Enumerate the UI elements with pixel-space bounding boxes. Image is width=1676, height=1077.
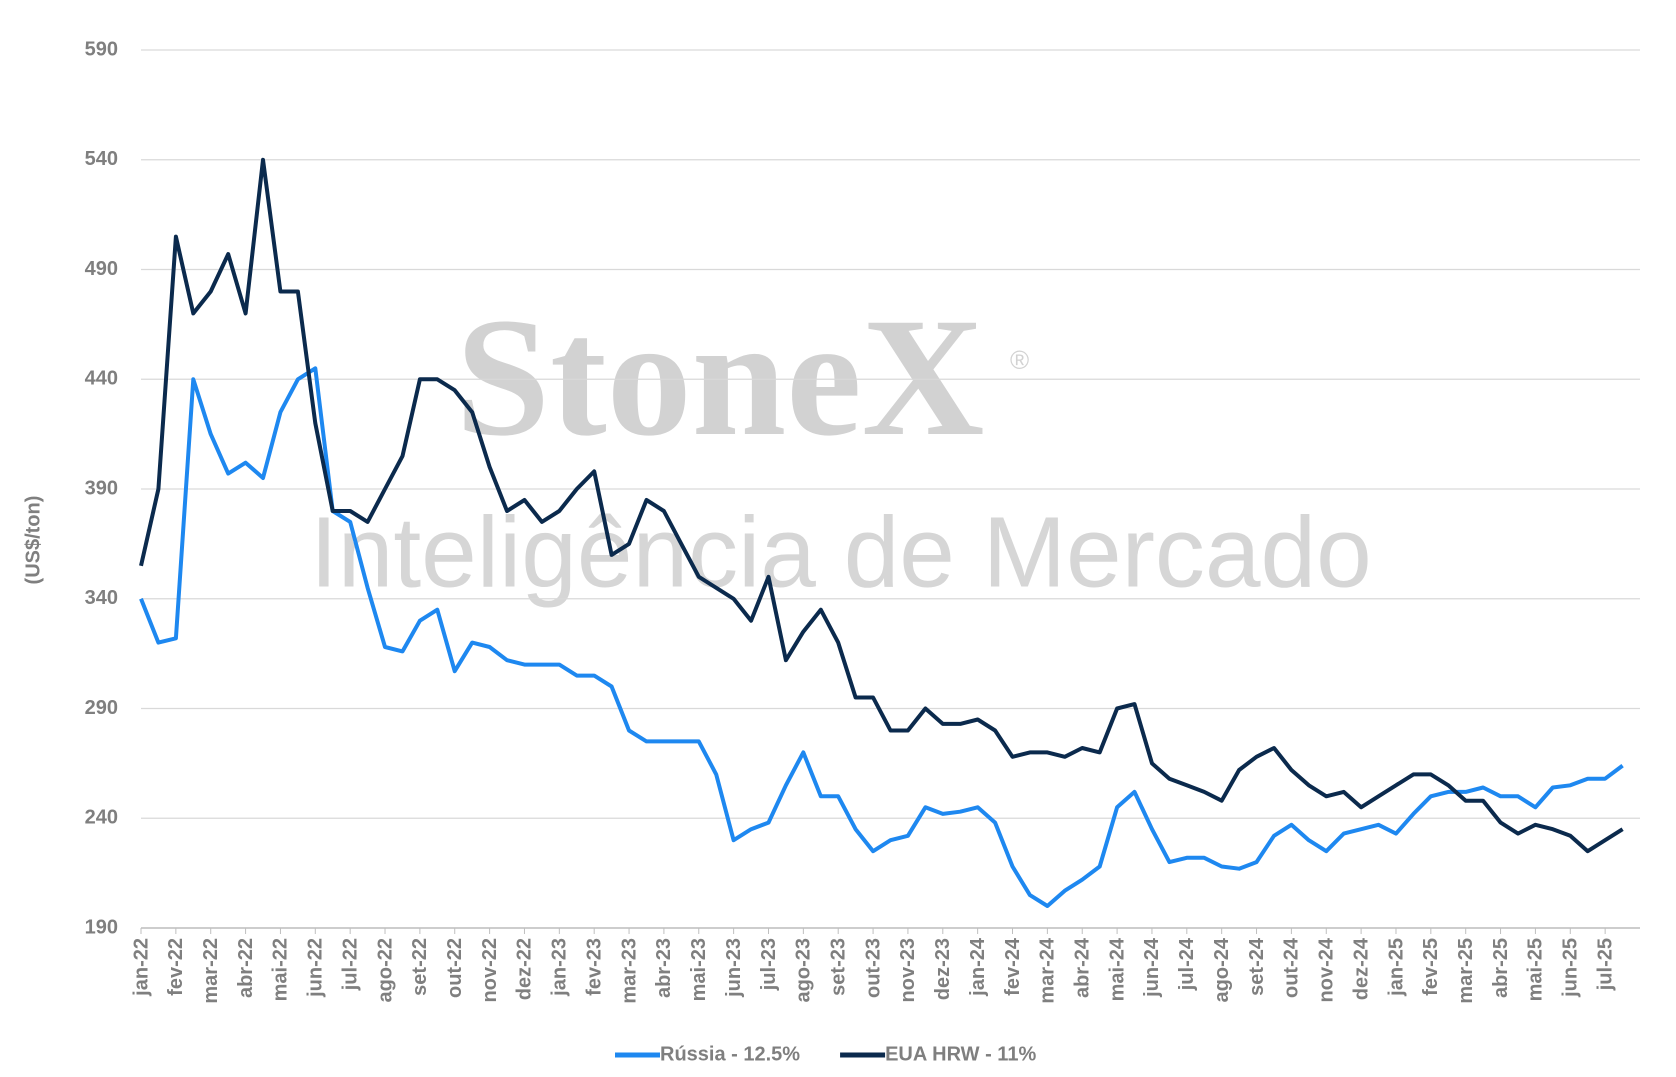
y-tick-label: 540	[85, 148, 118, 170]
x-tick-label: ago-22	[374, 938, 396, 1002]
y-tick-label: 440	[85, 368, 118, 390]
x-tick-label: mai-24	[1106, 937, 1128, 1001]
x-tick-label: jun-23	[723, 938, 745, 998]
x-tick-label: nov-22	[479, 938, 501, 1002]
x-tick-label: abr-23	[653, 938, 675, 998]
x-tick-label: set-24	[1246, 937, 1268, 996]
x-tick-label: set-22	[409, 938, 431, 996]
legend-label: Rússia - 12.5%	[660, 1043, 800, 1065]
x-tick-label: jul-25	[1594, 938, 1616, 991]
x-tick-label: mar-24	[1037, 937, 1059, 1003]
series-line	[139, 366, 1624, 908]
watermark-mark: ®	[1010, 345, 1029, 375]
x-tick-label: mai-22	[270, 938, 292, 1001]
y-tick-label: 390	[85, 477, 118, 499]
y-tick-label: 490	[85, 258, 118, 280]
x-tick-label: mar-25	[1455, 938, 1477, 1004]
x-tick-label: dez-22	[514, 938, 536, 1000]
x-tick-label: out-22	[444, 938, 466, 998]
x-tick-label: fev-24	[1002, 937, 1024, 996]
x-tick-label: jul-24	[1176, 937, 1198, 991]
x-tick-label: fev-22	[165, 938, 187, 996]
x-tick-label: jan-23	[549, 938, 571, 997]
x-tick-label: jan-25	[1385, 938, 1407, 997]
x-tick-label: jul-23	[758, 938, 780, 991]
x-tick-label: ago-23	[793, 938, 815, 1002]
x-tick-label: jun-24	[1141, 937, 1163, 998]
x-tick-label: jan-24	[967, 937, 989, 997]
x-tick-label: fev-23	[583, 938, 605, 996]
legend-label: EUA HRW - 11%	[885, 1043, 1036, 1065]
y-tick-label: 290	[85, 697, 118, 719]
x-tick-label: jul-22	[339, 938, 361, 991]
watermark-brand: StoneX	[456, 283, 985, 471]
y-tick-label: 240	[85, 807, 118, 829]
x-tick-label: mar-23	[618, 938, 640, 1004]
x-tick-label: dez-23	[932, 938, 954, 1000]
watermark-tagline: Inteligência de Mercado	[310, 496, 1372, 608]
x-tick-label: out-23	[862, 938, 884, 998]
x-tick-label: dez-24	[1350, 937, 1372, 1000]
x-tick-label: set-23	[827, 938, 849, 996]
x-tick-label: jan-22	[130, 938, 152, 997]
x-tick-label: abr-22	[235, 938, 257, 998]
x-tick-label: mar-22	[200, 938, 222, 1004]
x-tick-label: abr-25	[1490, 938, 1512, 998]
y-tick-label: 340	[85, 587, 118, 609]
x-tick-label: out-24	[1281, 937, 1303, 998]
x-tick-label: jun-22	[305, 938, 327, 998]
y-axis-label: (US$/ton)	[22, 496, 44, 585]
x-tick-label: ago-24	[1211, 937, 1233, 1002]
x-tick-label: mai-25	[1525, 938, 1547, 1001]
x-tick-label: mai-23	[688, 938, 710, 1001]
x-tick-label: abr-24	[1072, 937, 1094, 998]
x-tick-label: jun-25	[1560, 938, 1582, 998]
x-tick-label: fev-25	[1420, 938, 1442, 996]
x-tick-label: nov-24	[1316, 937, 1338, 1002]
x-tick-label: nov-23	[897, 938, 919, 1002]
y-tick-label: 590	[85, 38, 118, 60]
series-line	[139, 157, 1624, 854]
y-tick-label: 190	[85, 916, 118, 938]
